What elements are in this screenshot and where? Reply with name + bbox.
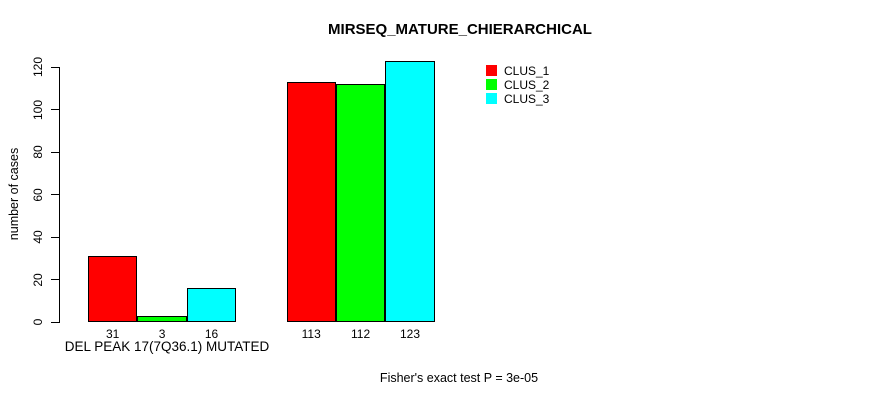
y-axis-line (59, 67, 60, 323)
bar-clus_3-group2 (385, 60, 435, 322)
y-tick-label-40: 40 (31, 230, 45, 244)
y-tick-mark-40 (51, 236, 59, 238)
bar-value-clus_3-group2: 123 (399, 327, 421, 341)
legend-label-clus_2: CLUS_2 (504, 77, 550, 92)
y-tick-mark-60 (51, 194, 59, 195)
y-tick-label-120: 120 (31, 56, 45, 78)
bar-clus_1-group2 (286, 81, 336, 322)
y-tick-label-60: 60 (31, 187, 45, 202)
bar-value-clus_1-group1: 31 (106, 327, 120, 341)
legend-swatch-clus_1 (486, 65, 497, 76)
bar-clus_2-group1 (137, 315, 187, 322)
y-tick-mark-80 (51, 151, 59, 153)
legend-swatch-clus_3 (486, 93, 497, 104)
legend-swatch-clus_2 (486, 79, 497, 90)
fisher-test-annotation: Fisher's exact test P = 3e-05 (379, 371, 539, 385)
bar-value-clus_1-group2: 113 (301, 327, 321, 341)
y-tick-mark-100 (51, 109, 59, 110)
bar-value-clus_2-group1: 3 (158, 327, 166, 341)
legend-label-clus_1: CLUS_1 (504, 63, 550, 78)
bar-value-clus_2-group2: 112 (351, 327, 371, 341)
y-tick-mark-0 (51, 321, 59, 323)
bar-value-clus_3-group1: 16 (204, 327, 219, 341)
bar-clus_2-group2 (335, 84, 386, 322)
y-tick-label-100: 100 (31, 99, 45, 120)
y-tick-label-20: 20 (31, 272, 45, 287)
y-tick-mark-20 (51, 279, 59, 280)
chart-title: MIRSEQ_MATURE_CHIERARCHICAL (328, 21, 592, 38)
y-axis-title: number of cases (7, 147, 21, 241)
x-axis-group-label: DEL PEAK 17(7Q36.1) MUTATED (64, 339, 270, 354)
bar-clus_3-group1 (186, 288, 237, 322)
y-tick-label-80: 80 (31, 145, 45, 159)
bar-clus_1-group1 (88, 256, 138, 322)
legend-label-clus_3: CLUS_3 (504, 91, 550, 106)
y-tick-label-0: 0 (31, 318, 45, 326)
y-tick-mark-120 (51, 66, 59, 68)
